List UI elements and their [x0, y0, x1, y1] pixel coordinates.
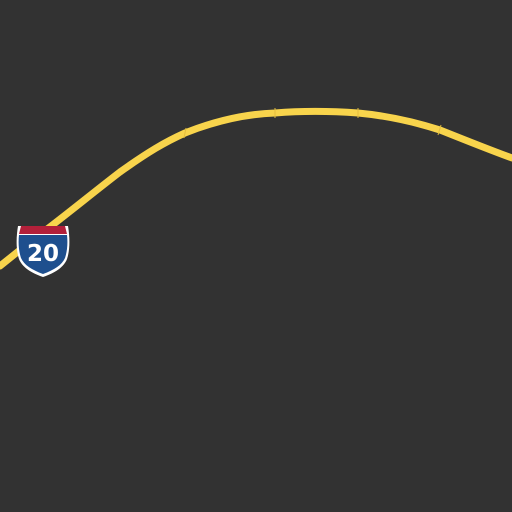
segment-joint [183, 127, 187, 139]
shield-body [18, 235, 68, 274]
shield-top-band [19, 226, 67, 234]
segment-joints [183, 108, 442, 139]
interstate-highway[interactable] [0, 108, 512, 270]
segment-joint [437, 124, 442, 136]
interstate-shield-icon[interactable]: 20 [16, 226, 70, 277]
route-number: 20 [27, 241, 59, 267]
